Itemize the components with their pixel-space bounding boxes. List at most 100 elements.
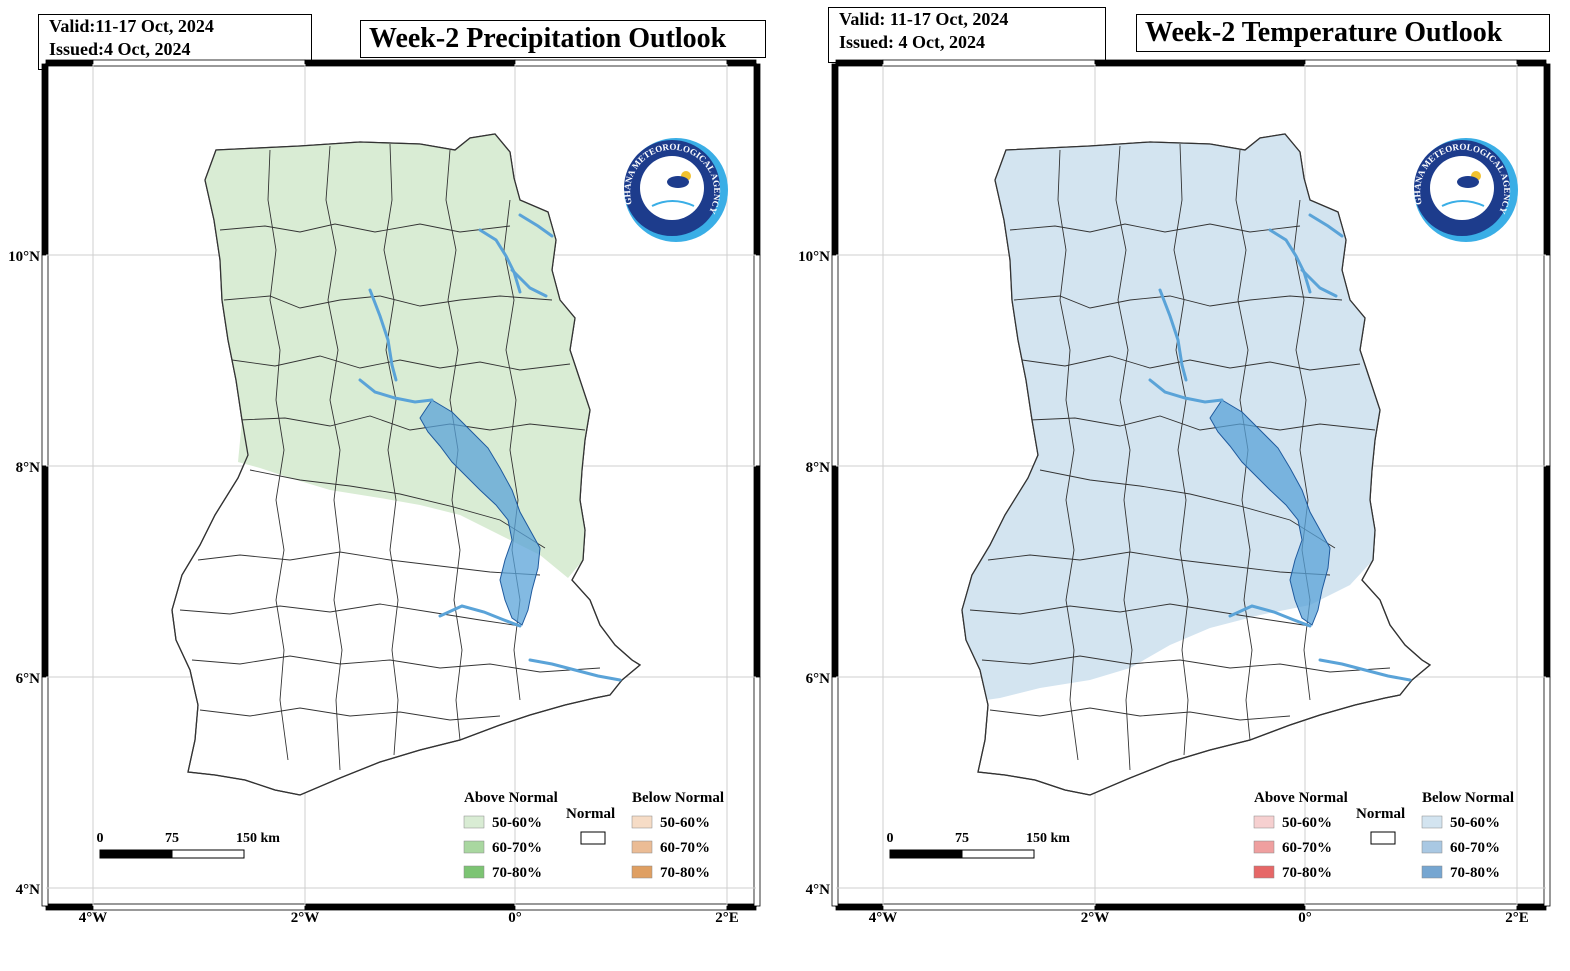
frame-segment <box>1543 63 1551 256</box>
legend-label: 60-70% <box>492 840 542 856</box>
frame-segment <box>753 465 761 678</box>
frame-border <box>41 59 761 911</box>
rivers <box>1148 213 1412 682</box>
scale-bar: 0 75 150 km <box>97 831 280 859</box>
scale-segment <box>889 849 963 859</box>
legend-swatch <box>631 840 653 854</box>
cloud-icon <box>667 176 689 188</box>
longitude-label: 2°E <box>715 910 739 926</box>
frame-segment <box>1094 59 1306 67</box>
scale-segment <box>99 849 173 859</box>
scale-segment <box>961 849 1035 859</box>
issued-date: Issued: 4 Oct, 2024 <box>839 32 986 52</box>
district-line <box>1009 223 1301 233</box>
legend: Above Normal Below Normal Normal 50-60% 60-7… <box>463 790 724 881</box>
frame-segment <box>514 59 728 67</box>
district-line <box>231 355 571 371</box>
frame-segment <box>726 59 757 67</box>
district-line <box>1057 149 1079 761</box>
legend-swatch <box>1421 815 1443 829</box>
frame-segment <box>41 254 49 467</box>
precipitation-map: 10°N 8°N 6°N 4°N 4°W 2°W 0° 2°E GHANA METEOROLOG… <box>8 59 761 926</box>
gmet-logo: GHANA METEOROLOGICAL AGENCY <box>1412 138 1518 242</box>
logo-center <box>1430 156 1494 220</box>
legend-below-title: Below Normal <box>1422 790 1514 806</box>
legend-normal-title: Normal <box>566 806 615 822</box>
district-line <box>981 655 1391 673</box>
latitude-label: 6°N <box>806 671 830 687</box>
legend-swatch <box>1421 865 1443 879</box>
river <box>1148 378 1224 404</box>
legend-normal-swatch <box>580 831 606 845</box>
map-title: Week-2 Precipitation Outlook <box>360 20 766 58</box>
latitude-label: 10°N <box>798 249 830 265</box>
latitude-label: 4°N <box>16 882 40 898</box>
wave-icon <box>651 200 695 207</box>
frame-segment <box>92 59 306 67</box>
district-line <box>969 603 1311 627</box>
map-title: Week-2 Temperature Outlook <box>1136 14 1550 52</box>
lake-volta <box>1209 399 1331 626</box>
district-boundaries <box>179 143 601 771</box>
river <box>518 213 554 238</box>
frame-segment <box>45 59 94 67</box>
frame-segment <box>514 903 728 911</box>
frame-segment <box>1516 59 1547 67</box>
scale-label: 150 km <box>236 831 280 846</box>
frame-segment <box>753 676 761 907</box>
district-line <box>989 707 1291 721</box>
longitude-label: 4°W <box>869 910 898 926</box>
legend-label: 50-60% <box>492 815 542 831</box>
district-line <box>249 469 546 549</box>
legend-swatch <box>631 815 653 829</box>
scale-label: 75 <box>165 831 179 846</box>
legend-swatch <box>463 865 485 879</box>
legend-label: 60-70% <box>1282 840 1332 856</box>
temperature-map: 10°N 8°N 6°N 4°N 4°W 2°W 0° 2°E GHANA METEOROLOG… <box>798 59 1551 926</box>
frame-segment <box>882 59 1096 67</box>
river <box>1228 604 1312 628</box>
frame-segment <box>41 465 49 678</box>
scale-label: 0 <box>97 831 104 846</box>
legend-label: 50-60% <box>1450 815 1500 831</box>
district-line <box>1021 355 1361 371</box>
legend-swatch <box>1253 865 1275 879</box>
district-line <box>267 149 289 761</box>
latitude-label: 6°N <box>16 671 40 687</box>
frame-segment <box>831 254 839 467</box>
frame-segment <box>753 63 761 256</box>
lake-volta <box>419 399 541 626</box>
legend: Above Normal Below Normal Normal 50-60% 60-7… <box>1253 790 1514 881</box>
valid-dates: Valid:11-17 Oct, 2024 <box>49 16 214 36</box>
frame-segment <box>41 676 49 907</box>
frame-segment <box>1304 903 1518 911</box>
frame-segment <box>1543 465 1551 678</box>
frame-segment <box>753 254 761 467</box>
legend-swatch <box>463 815 485 829</box>
logo-center <box>640 156 704 220</box>
legend-label: 50-60% <box>1282 815 1332 831</box>
legend-normal-swatch <box>1370 831 1396 845</box>
scale-bar: 0 75 150 km <box>887 831 1070 859</box>
scale-label: 150 km <box>1026 831 1070 846</box>
latitude-label: 8°N <box>806 460 830 476</box>
river <box>358 378 434 404</box>
issued-date: Issued:4 Oct, 2024 <box>49 39 191 59</box>
legend-label: 70-80% <box>1450 865 1500 881</box>
district-line <box>325 145 343 771</box>
longitude-label: 2°E <box>1505 910 1529 926</box>
river <box>438 604 522 628</box>
frame-segment <box>1094 903 1306 911</box>
river <box>528 658 622 682</box>
river <box>1308 213 1344 238</box>
district-line <box>179 603 521 627</box>
frame-segment <box>41 63 49 256</box>
legend-below-title: Below Normal <box>632 790 724 806</box>
frame-segment <box>831 63 839 256</box>
frame-segment <box>835 59 884 67</box>
legend-label: 50-60% <box>660 815 710 831</box>
district-line <box>219 223 511 233</box>
frame-segment <box>304 903 516 911</box>
latitude-label: 4°N <box>806 882 830 898</box>
legend-swatch <box>463 840 485 854</box>
